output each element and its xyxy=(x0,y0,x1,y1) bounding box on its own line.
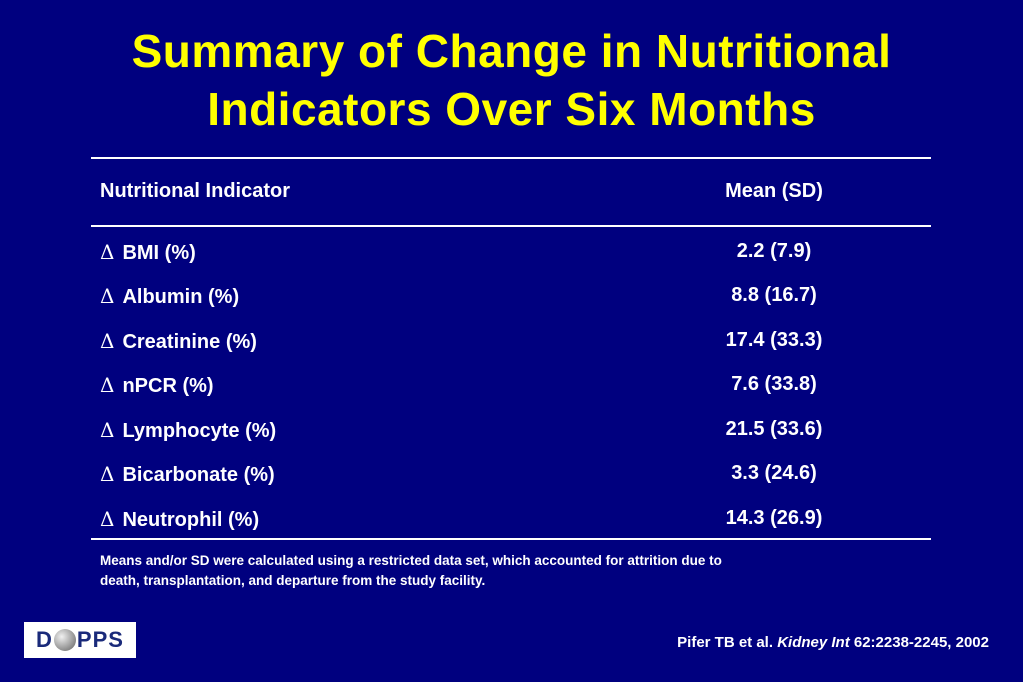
title-line-1: Summary of Change in Nutritional xyxy=(131,25,892,77)
citation-details: 62:2238-2245, 2002 xyxy=(849,634,989,651)
table-row: Δ Albumin (%) 8.8 (16.7) xyxy=(0,284,1023,314)
row-value: 14.3 (26.9) xyxy=(725,507,823,529)
footnote-line-1: Means and/or SD were calculated using a … xyxy=(100,553,722,568)
table-bottom-rule xyxy=(91,538,931,540)
row-label: Δ Lymphocyte (%) xyxy=(100,418,276,443)
row-label: Δ Creatinine (%) xyxy=(100,329,257,354)
row-label: Δ Albumin (%) xyxy=(100,284,239,309)
delta-icon: Δ xyxy=(100,240,115,264)
header-mean-sd: Mean (SD) xyxy=(725,180,823,202)
delta-icon: Δ xyxy=(100,284,115,308)
row-label-text: Neutrophil (%) xyxy=(122,509,260,531)
table-row: Δ Neutrophil (%) 14.3 (26.9) xyxy=(0,507,1023,537)
row-value: 3.3 (24.6) xyxy=(731,462,817,484)
table-row: Δ Lymphocyte (%) 21.5 (33.6) xyxy=(0,418,1023,448)
table-top-rule xyxy=(91,157,931,159)
table-row: Δ Creatinine (%) 17.4 (33.3) xyxy=(0,329,1023,359)
row-label-text: BMI (%) xyxy=(122,242,196,264)
citation: Pifer TB et al. Kidney Int 62:2238-2245,… xyxy=(677,634,989,651)
citation-journal: Kidney Int xyxy=(777,634,850,651)
row-label-text: Albumin (%) xyxy=(122,286,240,308)
header-indicator: Nutritional Indicator xyxy=(100,180,290,202)
row-label-text: Lymphocyte (%) xyxy=(122,420,277,442)
row-value: 7.6 (33.8) xyxy=(731,373,817,395)
delta-icon: Δ xyxy=(100,373,115,397)
table-row: Δ BMI (%) 2.2 (7.9) xyxy=(0,240,1023,270)
row-value: 21.5 (33.6) xyxy=(725,418,823,440)
table-row: Δ Bicarbonate (%) 3.3 (24.6) xyxy=(0,462,1023,492)
row-value: 2.2 (7.9) xyxy=(736,240,812,262)
row-label: Δ Neutrophil (%) xyxy=(100,507,259,532)
delta-icon: Δ xyxy=(100,329,115,353)
footnote: Means and/or SD were calculated using a … xyxy=(100,551,920,591)
row-label-text: Creatinine (%) xyxy=(122,331,257,353)
logo-text-right: PPS xyxy=(76,627,124,652)
row-label-text: Bicarbonate (%) xyxy=(122,464,275,486)
globe-icon xyxy=(53,629,76,651)
footnote-line-2: death, transplantation, and departure fr… xyxy=(100,573,486,588)
row-value: 17.4 (33.3) xyxy=(725,329,823,351)
logo-text-left: D xyxy=(36,627,53,652)
row-label: Δ BMI (%) xyxy=(100,240,196,265)
title-line-2: Indicators Over Six Months xyxy=(207,83,816,135)
slide-title: Summary of Change in Nutritional Indicat… xyxy=(0,22,1023,138)
dopps-logo: D PPS xyxy=(24,622,136,658)
delta-icon: Δ xyxy=(100,462,115,486)
delta-icon: Δ xyxy=(100,418,115,442)
row-value: 8.8 (16.7) xyxy=(731,284,817,306)
table-header-rule xyxy=(91,225,931,227)
citation-authors: Pifer TB et al. xyxy=(677,634,778,651)
row-label-text: nPCR (%) xyxy=(122,375,214,397)
row-label: Δ Bicarbonate (%) xyxy=(100,462,275,487)
delta-icon: Δ xyxy=(100,507,115,531)
